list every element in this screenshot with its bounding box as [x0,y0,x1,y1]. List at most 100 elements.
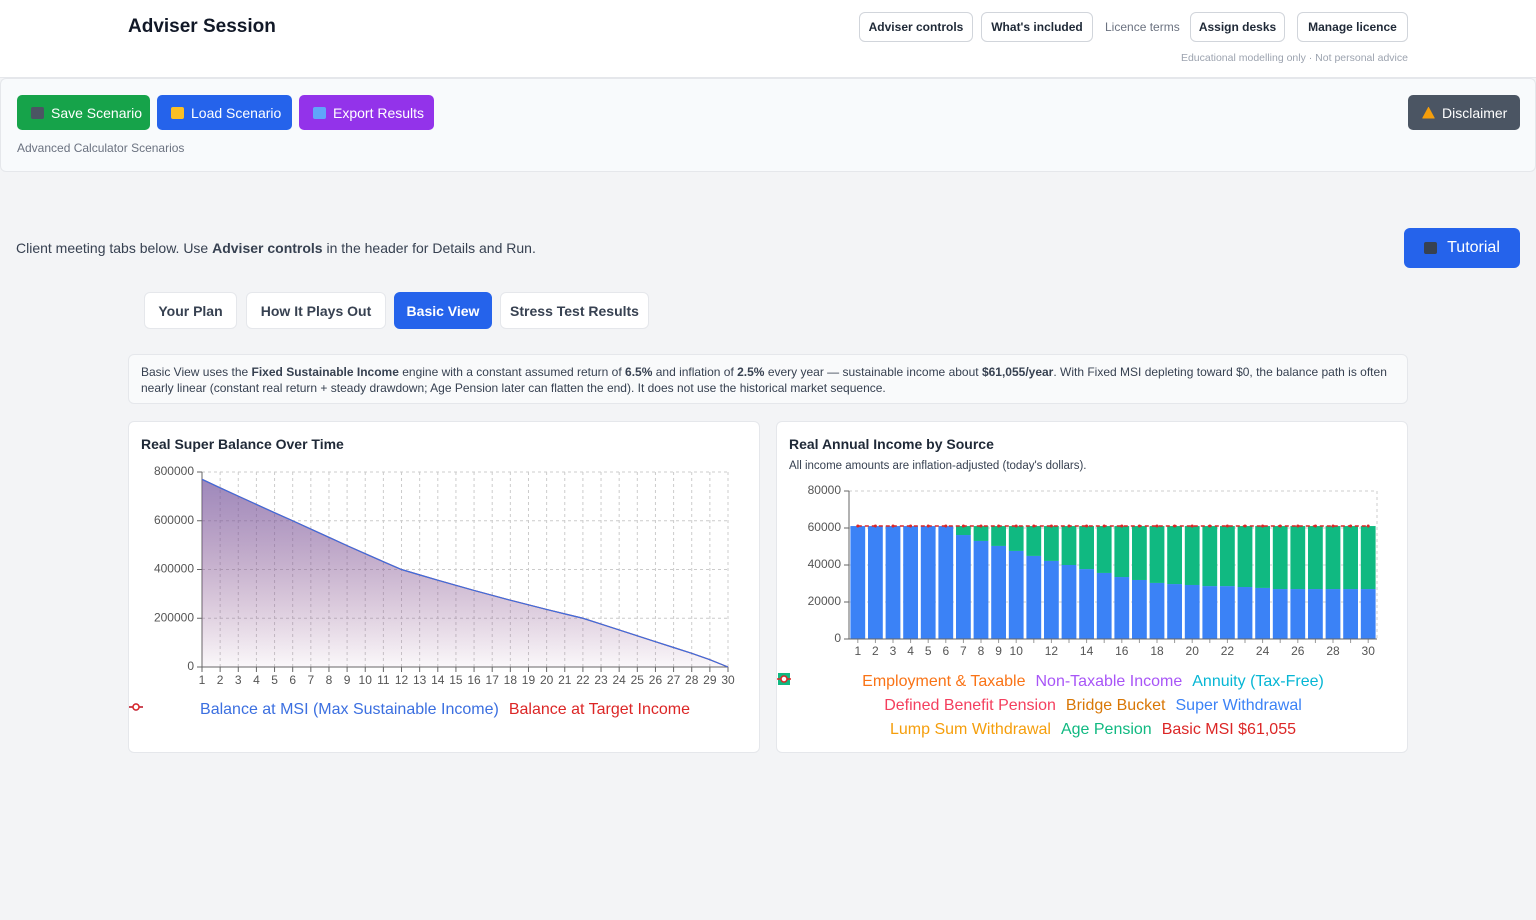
x-tick-label: 22 [1221,644,1235,658]
chart-subtitle: All income amounts are inflation-adjuste… [789,460,1087,472]
point [1331,524,1335,528]
tab[interactable]: Stress Test Results [500,292,649,329]
legend-item: Age Pension [778,673,1152,739]
header-link[interactable]: Licence terms [1105,20,1180,34]
x-tick-label: 27 [667,673,681,687]
bar [1308,589,1323,639]
point [1137,524,1141,528]
legend-label: Balance at MSI (Max Sustainable Income) [200,701,499,718]
bar [868,526,883,639]
legend-label: Age Pension [1060,721,1152,738]
chart-card: Real Super Balance Over Time 0 200000 4000… [128,421,760,753]
x-tick-label: 6 [942,644,949,658]
bar [1325,589,1341,639]
bar [1184,526,1200,585]
swatch [780,675,788,683]
x-tick-label: 26 [649,673,663,687]
button-label: Save Scenario [51,104,143,121]
legend-label: Employment & Taxable [862,673,1026,690]
point [891,524,895,528]
bar [991,526,1006,546]
bar [1026,526,1042,556]
load-button[interactable]: Load Scenario [157,95,292,130]
tab[interactable]: Basic View [394,292,492,329]
export-button[interactable]: Export Results [299,95,434,130]
x-tick-label: 24 [612,673,626,687]
bar [1220,586,1235,639]
legend-item: Annuity (Tax-Free) [778,673,1324,691]
button-label: Disclaimer [1442,104,1508,121]
bar [1272,526,1288,590]
point [1102,524,1106,528]
bar [1272,589,1288,639]
x-tick-label: 4 [907,644,914,658]
text: engine with a constant assumed return of [398,365,626,379]
legend-label: Annuity (Tax-Free) [1192,673,1324,690]
save-button[interactable]: Save Scenario [17,95,150,130]
bar [1202,526,1218,587]
bar [1237,526,1253,588]
point [909,524,913,528]
x-tick-label: 30 [1362,644,1376,658]
legend-item: Balance at MSI (Max Sustainable Income) [129,701,499,719]
x-tick-label: 19 [522,673,536,687]
y-tick-label: 800000 [154,464,194,478]
bar [885,526,901,639]
tutorial-button[interactable]: Tutorial [1404,228,1520,268]
x-tick-label: 10 [1010,644,1024,658]
bar [920,526,936,639]
point [1225,524,1229,528]
point [1261,524,1265,528]
bar [1114,526,1130,578]
point [1120,524,1124,528]
point [944,524,948,528]
x-tick-label: 20 [1186,644,1200,658]
bar [1255,587,1270,639]
icon [1422,106,1435,119]
x-tick-label: 7 [307,673,314,687]
toolbar: Save Scenario Load Scenario Export Resul… [0,78,1536,172]
button-label: Export Results [333,104,425,121]
header: Adviser Session Adviser controls What's … [0,0,1536,78]
y-tick-label: 60000 [808,520,842,534]
x-tick-label: 13 [413,673,427,687]
strong-text: Adviser controls [212,240,323,256]
bar [1096,572,1112,639]
point [1190,524,1194,528]
bar [1343,526,1358,590]
bar [1149,526,1165,583]
header-button[interactable]: Assign desks [1190,12,1285,42]
tab[interactable]: Your Plan [144,292,237,329]
x-tick-label: 24 [1256,644,1270,658]
tab[interactable]: How It Plays Out [246,292,386,329]
y-tick-label: 0 [187,659,194,673]
x-tick-label: 7 [960,644,967,658]
legend-item: Basic MSI $61,055 [777,675,1296,739]
header-button[interactable]: Adviser controls [859,12,973,42]
header-button[interactable]: Manage licence [1297,12,1408,42]
x-tick-label: 25 [631,673,645,687]
point [856,524,860,528]
x-tick-label: 22 [576,673,590,687]
text: every year — sustainable income about [764,365,982,379]
legend: Balance at MSI (Max Sustainable Income) B… [129,700,761,720]
y-tick-label: 80000 [808,483,842,497]
header-button[interactable]: What's included [981,12,1093,42]
legend-item: Bridge Bucket [778,673,1166,715]
point [1049,524,1053,528]
x-tick-label: 16 [467,673,481,687]
point [1085,524,1089,528]
x-tick-label: 11 [377,673,390,687]
x-tick-label: 3 [235,673,242,687]
bar [1132,579,1147,639]
x-tick-label: 8 [978,644,985,658]
x-tick-label: 28 [1326,644,1340,658]
icon [1424,242,1438,254]
bar [850,526,866,639]
x-tick-label: 5 [271,673,278,687]
disclaimer-button[interactable]: Disclaimer [1408,95,1520,130]
button-label: Tutorial [1447,239,1500,256]
x-tick-label: 12 [395,673,409,687]
point [1349,524,1353,528]
